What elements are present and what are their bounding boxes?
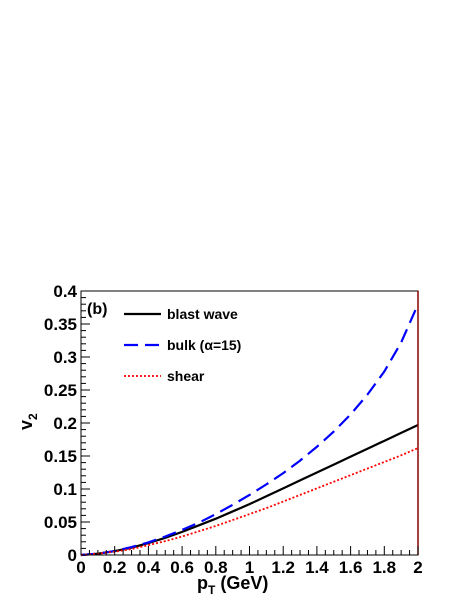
- ticks-layer: [80, 290, 419, 556]
- x-tick-label: 0.4: [137, 558, 161, 577]
- legend-label-2: shear: [167, 368, 205, 384]
- y-tick-label: 0.1: [53, 480, 77, 499]
- x-axis-title: pT (GeV): [197, 573, 268, 597]
- x-tick-label: 2: [413, 558, 422, 577]
- plot-frame: [80, 290, 419, 556]
- x-tick-label: 0: [76, 558, 85, 577]
- panel-label: (b): [87, 301, 107, 318]
- series-line-1: [80, 303, 420, 557]
- legend-label-0: blast wave: [167, 306, 238, 322]
- x-tick-label: 0.2: [103, 558, 127, 577]
- x-tick-label: 1.6: [339, 558, 363, 577]
- x-axis-title-main: p: [197, 573, 208, 593]
- x-tick-label: 1.2: [271, 558, 295, 577]
- series-line-2: [80, 447, 419, 556]
- y-tick-label: 0.25: [44, 381, 77, 400]
- y-tick-label: 0.05: [44, 513, 77, 532]
- x-tick-label: 1: [245, 558, 254, 577]
- x-tick-label: 0.6: [170, 558, 194, 577]
- y-tick-label: 0.15: [44, 447, 77, 466]
- y-axis-title-sub: 2: [26, 413, 40, 420]
- y-axis-title: v2: [16, 413, 40, 430]
- legend: blast wave bulk (α=15) shear: [124, 306, 241, 384]
- y-tick-label: 0: [68, 546, 77, 565]
- series-line-0: [80, 423, 419, 557]
- tick-labels-layer: 0 0.2 0.4 0.6 0.8 1 1.2 1.4 1.6 1.8 2 0 0.05 0.1 0.15 0…: [44, 282, 423, 577]
- y-axis-title-main: v: [16, 420, 36, 430]
- x-axis-title-sub: T: [208, 583, 216, 597]
- x-tick-label: 0.8: [204, 558, 228, 577]
- legend-label-1: bulk (α=15): [167, 337, 241, 353]
- x-axis-title-rest: (GeV): [215, 573, 268, 593]
- y-tick-label: 0.4: [53, 282, 77, 301]
- y-tick-label: 0.3: [53, 348, 77, 367]
- series-layer: [80, 303, 420, 557]
- x-tick-label: 1.8: [372, 558, 396, 577]
- x-tick-label: 1.4: [305, 558, 329, 577]
- y-tick-label: 0.35: [44, 315, 77, 334]
- y-tick-label: 0.2: [53, 414, 77, 433]
